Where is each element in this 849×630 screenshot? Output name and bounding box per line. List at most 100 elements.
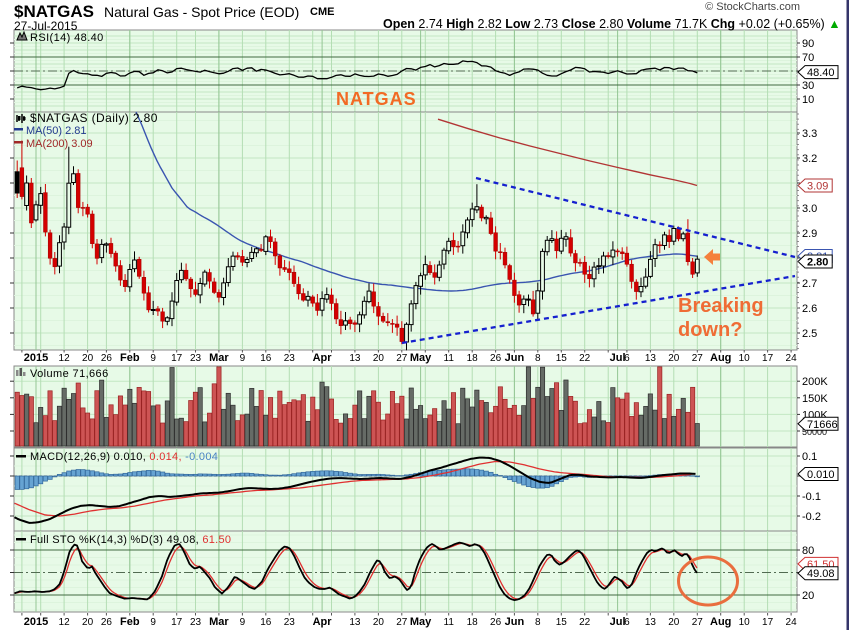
svg-text:27: 27	[692, 353, 704, 364]
svg-text:MACD(12,26,9) 0.010, 0.014, -0: MACD(12,26,9) 0.010, 0.014, -0.004	[30, 451, 218, 463]
svg-text:23: 23	[190, 353, 202, 364]
svg-text:Breaking: Breaking	[678, 295, 764, 317]
svg-text:24: 24	[786, 617, 798, 628]
svg-text:20: 20	[668, 353, 680, 364]
svg-text:2.80: 2.80	[807, 257, 828, 269]
svg-text:9: 9	[240, 353, 246, 364]
svg-text:11: 11	[444, 353, 455, 364]
svg-text:22: 22	[579, 353, 591, 364]
svg-text:10: 10	[802, 94, 814, 106]
svg-text:16: 16	[260, 353, 272, 364]
svg-text:down?: down?	[678, 319, 742, 341]
svg-text:26: 26	[490, 617, 502, 628]
svg-text:15: 15	[556, 617, 568, 628]
svg-text:48.40: 48.40	[807, 67, 835, 79]
svg-text:RSI(14) 48.40: RSI(14) 48.40	[30, 32, 104, 44]
svg-text:13: 13	[349, 617, 361, 628]
svg-text:17: 17	[171, 353, 183, 364]
svg-text:70: 70	[802, 52, 814, 64]
svg-text:18: 18	[467, 617, 479, 628]
svg-text:80: 80	[802, 545, 814, 557]
svg-text:20: 20	[82, 617, 94, 628]
svg-text:2015: 2015	[24, 616, 48, 628]
svg-text:13: 13	[645, 353, 657, 364]
svg-text:May: May	[410, 352, 432, 364]
svg-text:90: 90	[802, 38, 814, 50]
svg-text:Feb: Feb	[120, 352, 140, 364]
svg-text:71666: 71666	[807, 419, 838, 431]
svg-text:9: 9	[150, 617, 156, 628]
svg-text:8: 8	[535, 617, 541, 628]
svg-text:26: 26	[490, 353, 502, 364]
svg-text:9: 9	[240, 617, 246, 628]
svg-text:Jul: Jul	[610, 616, 626, 628]
svg-text:12: 12	[59, 353, 71, 364]
svg-text:17: 17	[171, 617, 183, 628]
svg-text:17: 17	[762, 353, 774, 364]
svg-text:200K: 200K	[802, 376, 828, 388]
svg-text:3.09: 3.09	[807, 181, 828, 193]
svg-text:27: 27	[396, 353, 408, 364]
svg-text:13: 13	[645, 617, 657, 628]
svg-text:18: 18	[467, 353, 479, 364]
svg-text:26: 26	[101, 617, 113, 628]
svg-text:Full STO %K(14,3) %D(3) 49.08,: Full STO %K(14,3) %D(3) 49.08, 61.50	[30, 534, 231, 546]
svg-text:23: 23	[284, 353, 296, 364]
svg-text:10: 10	[739, 617, 751, 628]
svg-text:17: 17	[762, 617, 774, 628]
svg-text:20: 20	[373, 617, 385, 628]
svg-text:12: 12	[59, 617, 71, 628]
svg-text:Jun: Jun	[505, 616, 525, 628]
svg-text:Apr: Apr	[313, 352, 333, 364]
svg-text:Mar: Mar	[209, 352, 229, 364]
svg-text:NATGAS: NATGAS	[336, 89, 417, 109]
svg-text:0.1: 0.1	[802, 451, 817, 463]
svg-text:22: 22	[579, 617, 591, 628]
svg-text:Volume 71,666: Volume 71,666	[30, 368, 109, 380]
svg-text:27: 27	[396, 617, 408, 628]
svg-text:3.2: 3.2	[802, 153, 817, 165]
svg-text:-0.1: -0.1	[802, 491, 821, 503]
svg-text:24: 24	[786, 353, 798, 364]
svg-text:Mar: Mar	[209, 616, 229, 628]
svg-text:3.3: 3.3	[802, 128, 817, 140]
svg-text:11: 11	[444, 617, 455, 628]
svg-text:23: 23	[190, 617, 202, 628]
svg-text:20: 20	[82, 353, 94, 364]
svg-text:MA(200) 3.09: MA(200) 3.09	[26, 138, 93, 150]
svg-text:2.7: 2.7	[802, 278, 817, 290]
svg-text:-0.2: -0.2	[802, 511, 821, 523]
svg-text:13: 13	[349, 353, 361, 364]
svg-text:49.08: 49.08	[807, 568, 835, 580]
svg-text:20: 20	[668, 617, 680, 628]
svg-text:20: 20	[802, 590, 814, 602]
svg-text:0.010: 0.010	[807, 469, 835, 481]
svg-text:10: 10	[739, 353, 751, 364]
svg-text:23: 23	[284, 617, 296, 628]
svg-text:8: 8	[535, 353, 541, 364]
svg-text:6: 6	[624, 617, 630, 628]
svg-text:30: 30	[802, 80, 814, 92]
svg-text:Jun: Jun	[505, 352, 525, 364]
svg-text:2015: 2015	[24, 352, 48, 364]
svg-text:Aug: Aug	[710, 352, 731, 364]
svg-text:9: 9	[150, 353, 156, 364]
svg-text:2.6: 2.6	[802, 303, 817, 315]
svg-text:Aug: Aug	[710, 616, 731, 628]
svg-text:15: 15	[556, 353, 568, 364]
svg-text:2.5: 2.5	[802, 328, 817, 340]
svg-text:May: May	[410, 616, 432, 628]
svg-text:27: 27	[692, 617, 704, 628]
svg-text:Feb: Feb	[120, 616, 140, 628]
svg-text:Apr: Apr	[313, 616, 333, 628]
svg-text:150K: 150K	[802, 393, 828, 405]
svg-text:50000: 50000	[802, 427, 827, 437]
svg-text:26: 26	[101, 353, 113, 364]
svg-text:3.0: 3.0	[802, 203, 817, 215]
svg-text:2.9: 2.9	[802, 228, 817, 240]
svg-text:6: 6	[624, 353, 630, 364]
svg-text:20: 20	[373, 353, 385, 364]
svg-text:16: 16	[260, 617, 272, 628]
svg-text:MA(50) 2.81: MA(50) 2.81	[26, 125, 87, 137]
svg-text:$NATGAS (Daily) 2.80: $NATGAS (Daily) 2.80	[30, 111, 158, 125]
